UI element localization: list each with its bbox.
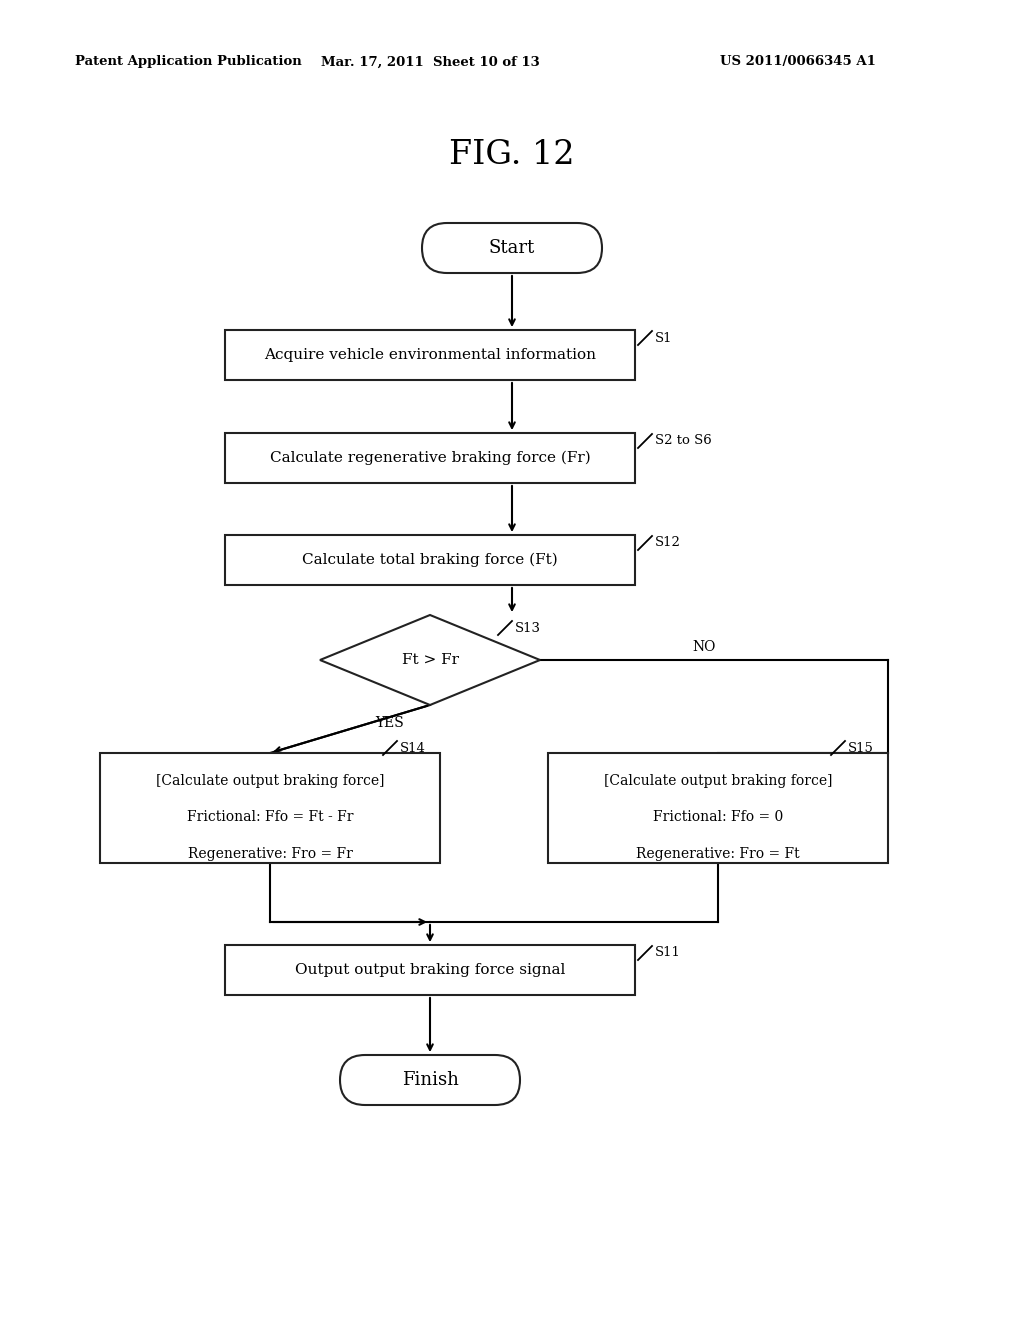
Text: S11: S11 — [655, 946, 681, 960]
Text: US 2011/0066345 A1: US 2011/0066345 A1 — [720, 55, 876, 69]
FancyBboxPatch shape — [100, 752, 440, 863]
Text: Frictional: Ffo = 0: Frictional: Ffo = 0 — [653, 810, 783, 824]
Text: [Calculate output braking force]: [Calculate output braking force] — [604, 774, 833, 788]
FancyBboxPatch shape — [225, 330, 635, 380]
FancyBboxPatch shape — [225, 945, 635, 995]
Text: Patent Application Publication: Patent Application Publication — [75, 55, 302, 69]
Text: Regenerative: Fro = Fr: Regenerative: Fro = Fr — [187, 847, 352, 861]
FancyBboxPatch shape — [548, 752, 888, 863]
Text: Mar. 17, 2011  Sheet 10 of 13: Mar. 17, 2011 Sheet 10 of 13 — [321, 55, 540, 69]
Text: Acquire vehicle environmental information: Acquire vehicle environmental informatio… — [264, 348, 596, 362]
FancyBboxPatch shape — [225, 535, 635, 585]
Text: Calculate regenerative braking force (Fr): Calculate regenerative braking force (Fr… — [269, 451, 591, 465]
Text: Calculate total braking force (Ft): Calculate total braking force (Ft) — [302, 553, 558, 568]
Text: FIG. 12: FIG. 12 — [450, 139, 574, 172]
Text: Finish: Finish — [401, 1071, 459, 1089]
Text: S13: S13 — [515, 622, 541, 635]
Text: S1: S1 — [655, 331, 673, 345]
FancyBboxPatch shape — [225, 433, 635, 483]
Text: [Calculate output braking force]: [Calculate output braking force] — [156, 774, 384, 788]
Polygon shape — [319, 615, 540, 705]
Text: Frictional: Ffo = Ft - Fr: Frictional: Ffo = Ft - Fr — [186, 810, 353, 824]
FancyBboxPatch shape — [340, 1055, 520, 1105]
Text: Output output braking force signal: Output output braking force signal — [295, 964, 565, 977]
Text: NO: NO — [692, 640, 716, 653]
Text: Ft > Fr: Ft > Fr — [401, 653, 459, 667]
Text: YES: YES — [376, 715, 404, 730]
Text: Regenerative: Fro = Ft: Regenerative: Fro = Ft — [636, 847, 800, 861]
Text: S15: S15 — [848, 742, 873, 755]
Text: S12: S12 — [655, 536, 681, 549]
Text: S14: S14 — [400, 742, 426, 755]
Text: S2 to S6: S2 to S6 — [655, 434, 712, 447]
Text: Start: Start — [488, 239, 536, 257]
FancyBboxPatch shape — [422, 223, 602, 273]
